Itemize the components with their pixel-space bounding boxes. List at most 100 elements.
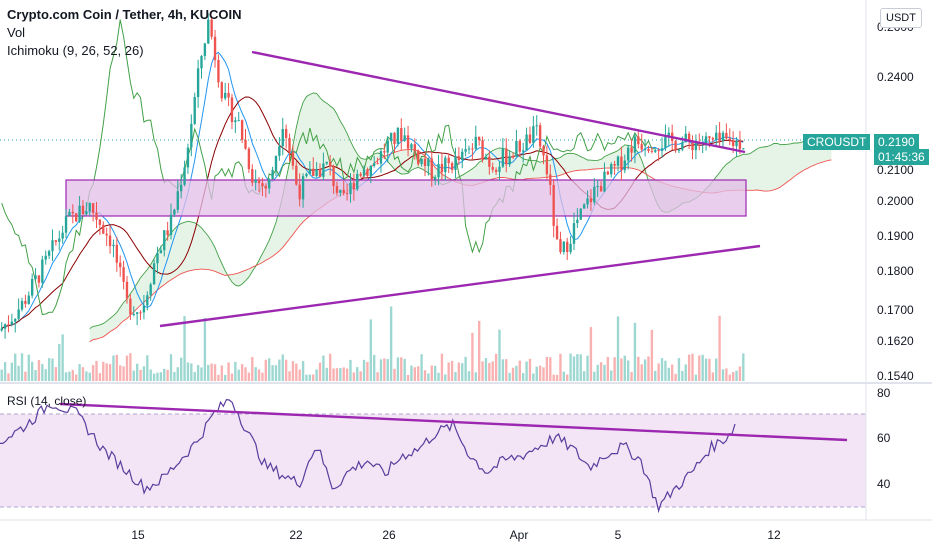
candle-body bbox=[200, 56, 203, 69]
volume-bar bbox=[20, 353, 24, 381]
volume-bar bbox=[389, 306, 393, 381]
volume-bar bbox=[27, 354, 30, 381]
candle-body bbox=[586, 198, 589, 205]
candle-body bbox=[711, 138, 715, 140]
candle-body bbox=[224, 92, 227, 99]
volume-bar bbox=[88, 372, 91, 381]
candle-body bbox=[183, 167, 186, 185]
chart-title: Crypto.com Coin / Tether, 4h, KUCOIN bbox=[7, 7, 242, 22]
candle-body bbox=[58, 238, 61, 242]
rsi-legend[interactable]: RSI (14, close) bbox=[7, 394, 87, 408]
candle-body bbox=[169, 214, 173, 236]
candle-body bbox=[30, 278, 34, 296]
volume-bar bbox=[572, 356, 576, 381]
volume-bar bbox=[518, 360, 521, 381]
candle-body bbox=[135, 312, 139, 314]
volume-bar bbox=[349, 359, 352, 381]
price-tick: 0.2400 bbox=[877, 70, 914, 84]
volume-bar bbox=[91, 365, 95, 381]
candle-body bbox=[647, 148, 650, 151]
candle-body bbox=[17, 309, 20, 319]
candle-body bbox=[78, 205, 81, 222]
volume-bar bbox=[403, 358, 406, 381]
volume-bar bbox=[464, 356, 467, 381]
volume-bar bbox=[406, 374, 410, 381]
candle-body bbox=[203, 43, 207, 57]
candle-body bbox=[549, 174, 552, 185]
volume-bar bbox=[437, 372, 440, 381]
candle-body bbox=[345, 193, 349, 195]
volume-bar bbox=[105, 363, 108, 381]
time-tick: Apr bbox=[510, 528, 529, 542]
volume-bar bbox=[491, 361, 494, 381]
candle-body bbox=[115, 244, 119, 263]
candle-body bbox=[454, 156, 457, 170]
volume-bar bbox=[589, 327, 593, 381]
volume-bar bbox=[10, 362, 14, 381]
upper-trendline[interactable] bbox=[251, 50, 746, 154]
candle-body bbox=[95, 212, 98, 220]
volume-bar bbox=[467, 371, 471, 381]
volume-bar bbox=[305, 374, 308, 381]
volume-bar bbox=[356, 367, 359, 381]
candle-body bbox=[579, 208, 582, 220]
volume-bar bbox=[342, 367, 345, 381]
volume-bar bbox=[691, 353, 694, 381]
candle-body bbox=[491, 166, 494, 170]
candle-body bbox=[156, 253, 159, 264]
candle-body bbox=[163, 230, 166, 251]
volume-bar bbox=[119, 365, 122, 381]
volume-bar bbox=[176, 367, 179, 381]
ichimoku-legend[interactable]: Ichimoku (9, 26, 52, 26) bbox=[7, 43, 144, 58]
candle-body bbox=[34, 275, 37, 279]
candle-body bbox=[261, 183, 264, 187]
candle-body bbox=[522, 150, 525, 152]
volume-bar bbox=[190, 363, 193, 381]
currency-badge[interactable]: USDT bbox=[880, 8, 922, 28]
candle-body bbox=[589, 198, 593, 203]
volume-bar bbox=[186, 362, 190, 381]
volume-bar bbox=[247, 372, 251, 381]
candle-body bbox=[312, 168, 315, 176]
candle-body bbox=[620, 156, 623, 171]
volume-bar bbox=[68, 371, 71, 381]
volume-bar bbox=[44, 369, 47, 381]
rsi-trendline[interactable] bbox=[59, 402, 848, 442]
candle-body bbox=[667, 132, 670, 136]
price-tick: 0.1620 bbox=[877, 334, 914, 348]
candle-body bbox=[528, 134, 532, 143]
volume-bar bbox=[379, 359, 383, 381]
candle-body bbox=[461, 151, 464, 161]
volume-bar bbox=[633, 322, 637, 381]
candle-body bbox=[420, 158, 423, 165]
volume-bar bbox=[728, 374, 731, 381]
volume-bar bbox=[545, 356, 549, 381]
volume-bar bbox=[454, 372, 457, 381]
candle-body bbox=[139, 312, 142, 314]
rsi-tick: 60 bbox=[877, 431, 891, 445]
candle-body bbox=[467, 148, 471, 150]
volume-bar bbox=[555, 374, 559, 381]
candle-body bbox=[610, 164, 613, 175]
volume-bar bbox=[593, 371, 596, 381]
candle-body bbox=[146, 295, 149, 306]
volume-bar bbox=[566, 374, 569, 381]
volume-legend[interactable]: Vol bbox=[7, 25, 26, 40]
candle-body bbox=[159, 250, 163, 254]
candle-body bbox=[386, 140, 389, 153]
volume-bar bbox=[3, 362, 7, 381]
volume-bar bbox=[613, 357, 616, 381]
candle-body bbox=[538, 125, 542, 147]
lower-trendline[interactable] bbox=[159, 244, 761, 328]
candle-body bbox=[643, 148, 647, 150]
volume-bar bbox=[562, 371, 566, 381]
volume-bar bbox=[24, 371, 27, 381]
volume-bar bbox=[281, 354, 284, 381]
volume-bar bbox=[450, 360, 454, 381]
volume-bar bbox=[7, 373, 10, 381]
volume-bar bbox=[213, 364, 217, 381]
candle-body bbox=[379, 151, 383, 164]
volume-bar bbox=[240, 364, 244, 381]
volume-bar bbox=[193, 371, 196, 381]
